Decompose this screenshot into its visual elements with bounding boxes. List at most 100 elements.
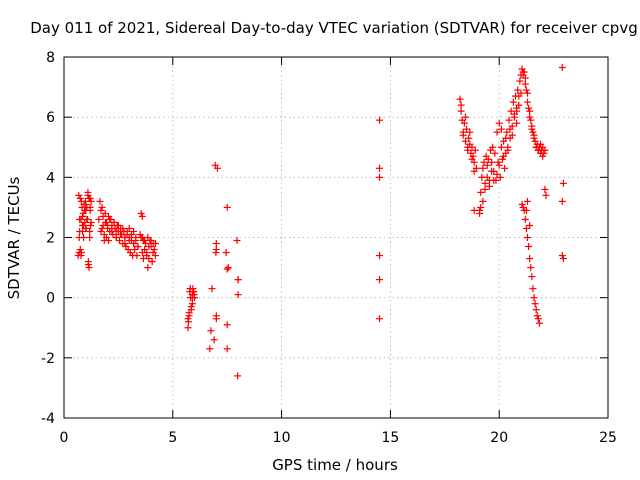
data-point [150, 246, 158, 254]
data-point [97, 227, 105, 235]
data-point [513, 119, 521, 127]
data-point [539, 152, 547, 160]
data-point [502, 134, 510, 142]
data-point [186, 285, 194, 293]
data-point [558, 64, 566, 72]
data-point [110, 218, 118, 226]
data-point [212, 249, 220, 257]
data-point [95, 215, 103, 223]
y-axis-title: SDTVAR / TECUs [5, 176, 23, 299]
data-point [130, 240, 138, 248]
data-point [521, 215, 529, 223]
data-point [130, 227, 138, 235]
data-point [109, 230, 117, 238]
data-point [519, 68, 527, 76]
data-point [533, 312, 541, 320]
data-point [534, 315, 542, 323]
data-point [75, 234, 83, 241]
data-point [125, 224, 133, 232]
x-tick-label: 20 [490, 430, 508, 446]
data-point [522, 206, 530, 214]
data-point [97, 206, 105, 214]
data-point [479, 164, 487, 172]
data-point [121, 240, 129, 248]
data-point [234, 276, 242, 284]
data-point [96, 197, 104, 205]
x-tick-label: 25 [599, 430, 617, 446]
data-point [525, 243, 533, 251]
data-point [468, 143, 476, 151]
data-points [74, 64, 567, 380]
data-point [492, 176, 500, 184]
data-point [479, 197, 487, 205]
data-point [527, 116, 535, 124]
data-point [139, 255, 147, 263]
chart-title: Day 011 of 2021, Sidereal Day-to-day VTE… [30, 19, 637, 37]
data-point [137, 209, 145, 217]
data-point [519, 203, 527, 211]
data-point [498, 155, 506, 163]
data-point [78, 227, 86, 235]
data-point [459, 131, 467, 139]
data-point [121, 234, 129, 241]
data-point [523, 234, 531, 241]
data-point [207, 327, 215, 335]
data-point [147, 237, 155, 245]
data-point [530, 294, 538, 302]
data-point [223, 345, 231, 353]
data-point [75, 191, 83, 199]
y-tick-label: 6 [46, 110, 55, 126]
data-point [481, 185, 489, 193]
data-point [376, 252, 384, 260]
data-point [112, 234, 120, 241]
data-point [76, 246, 84, 254]
data-point [85, 264, 93, 272]
data-point [541, 185, 549, 193]
data-point [106, 215, 114, 223]
data-point [213, 164, 221, 172]
data-point [526, 221, 534, 229]
y-tick-label: 4 [46, 170, 55, 186]
data-point [77, 252, 85, 260]
data-point [493, 128, 501, 136]
data-point [234, 372, 242, 380]
data-point [497, 125, 505, 133]
data-point [206, 345, 214, 353]
grid-lines [64, 57, 608, 418]
data-point [558, 252, 566, 260]
x-tick-labels: 0 5 10 15 20 25 [60, 430, 617, 446]
data-point [82, 200, 90, 208]
data-point [488, 158, 496, 166]
data-point [208, 285, 216, 293]
data-point [466, 128, 474, 136]
data-point [523, 197, 531, 205]
y-tick-labels: -4 -2 0 2 4 6 8 [41, 50, 55, 427]
data-point [463, 125, 471, 133]
data-point [141, 237, 149, 245]
data-point [508, 131, 516, 139]
data-point [522, 224, 530, 232]
data-point [496, 173, 504, 181]
data-point [98, 203, 106, 211]
data-point [526, 113, 534, 121]
data-point [184, 315, 192, 323]
data-point [105, 237, 113, 245]
data-point [491, 149, 499, 157]
data-point [77, 197, 85, 205]
data-point [529, 285, 537, 293]
data-point [509, 98, 517, 106]
data-point [188, 300, 196, 308]
data-point [559, 179, 567, 187]
data-point [477, 203, 485, 211]
data-point [223, 265, 231, 273]
data-point [138, 212, 146, 220]
data-point [500, 152, 508, 160]
data-point [223, 203, 231, 211]
data-point [86, 234, 94, 241]
data-point [461, 113, 469, 121]
data-point [376, 173, 384, 181]
data-point [485, 176, 493, 184]
data-point [456, 95, 464, 103]
data-point [558, 197, 566, 205]
data-point [468, 155, 476, 163]
